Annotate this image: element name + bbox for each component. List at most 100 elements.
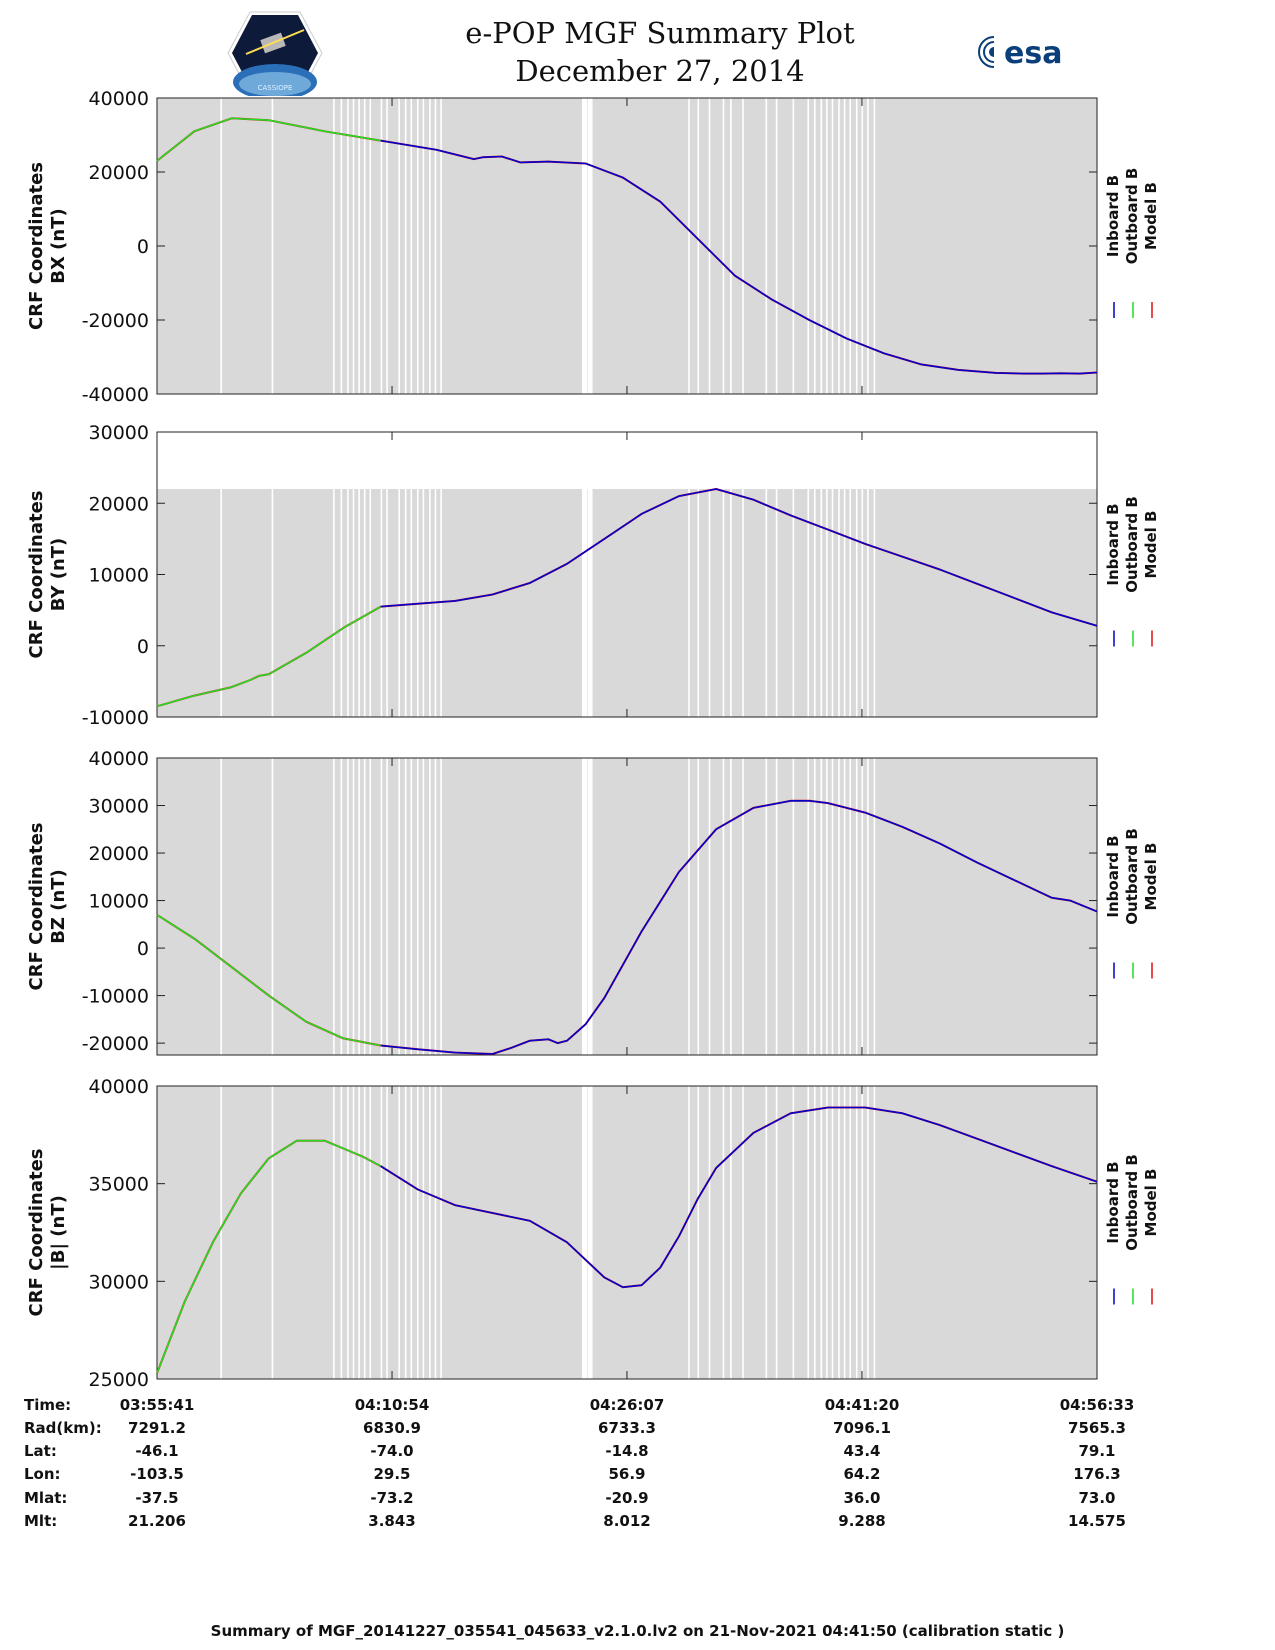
data-gap: [730, 98, 732, 394]
info-value: -103.5: [130, 1465, 184, 1483]
data-gap: [807, 489, 810, 717]
data-gap: [404, 1086, 407, 1379]
svg-text:esa: esa: [1004, 36, 1062, 71]
info-value: 79.1: [1078, 1442, 1116, 1460]
y-tick-label: 0: [137, 938, 149, 960]
legend-entry: Outboard B: [1123, 828, 1141, 925]
data-gap: [333, 98, 335, 394]
data-gap: [587, 489, 593, 717]
data-gap: [380, 758, 383, 1055]
data-gap: [843, 1086, 846, 1379]
data-gap: [429, 1086, 431, 1379]
data-gap: [404, 98, 407, 394]
data-gap: [416, 1086, 419, 1379]
data-gap: [416, 758, 419, 1055]
y-tick-label: 0: [137, 636, 149, 658]
cassiope-logo: CASSIOPE: [227, 11, 323, 96]
info-value: 7291.2: [128, 1419, 186, 1437]
data-gap: [742, 489, 744, 717]
data-gap: [813, 489, 816, 717]
legend-entry: Outboard B: [1123, 496, 1141, 593]
data-gap: [838, 98, 840, 394]
data-gap: [775, 489, 778, 717]
data-gap: [861, 758, 864, 1055]
data-gap: [410, 489, 413, 717]
data-gap: [352, 1086, 355, 1379]
data-gap: [807, 98, 810, 394]
data-gap: [730, 758, 732, 1055]
data-gap: [581, 98, 587, 394]
data-gap: [708, 489, 711, 717]
data-gap: [220, 758, 222, 1055]
data-gap: [775, 758, 778, 1055]
data-gap: [581, 489, 587, 717]
data-gap: [722, 1086, 725, 1379]
data-gap: [855, 98, 858, 394]
data-gap: [849, 489, 851, 717]
data-gap: [380, 489, 383, 717]
data-gap: [369, 98, 372, 394]
y-axis-label: CRF Coordinates: [26, 491, 47, 659]
chart-panel-bx: 40000 20000 0 -20000 -40000 CRF Coordinates BX…: [26, 88, 1160, 406]
coverage-background: [157, 98, 1097, 394]
data-gap: [347, 489, 349, 717]
data-gap: [581, 758, 587, 1055]
data-gap: [843, 489, 846, 717]
y-tick-label: 30000: [89, 1271, 149, 1293]
y-tick-label: 30000: [89, 422, 149, 444]
data-gap: [867, 758, 869, 1055]
series-line-inboard: [380, 1106, 1098, 1288]
info-value: 3.843: [368, 1512, 416, 1530]
chart-panel-bz: 40000 30000 20000 10000 0 -10000 -20000 CRF Coo…: [26, 748, 1160, 1056]
chart-panel-by: 30000 20000 10000 0 -10000 CRF Coordinates BY …: [26, 422, 1160, 729]
data-gap: [742, 758, 744, 1055]
data-gap: [587, 758, 593, 1055]
data-gap: [820, 98, 823, 394]
data-gap: [873, 98, 876, 394]
y-tick-label: 40000: [89, 748, 149, 770]
data-gap: [820, 758, 823, 1055]
info-value: 29.5: [373, 1465, 411, 1483]
y-tick-label: 20000: [89, 493, 149, 515]
data-gap: [813, 758, 816, 1055]
data-gap: [730, 489, 732, 717]
info-row-label: Rad(km):: [24, 1419, 102, 1437]
y-tick-label: 20000: [89, 162, 149, 184]
data-gap: [347, 1086, 349, 1379]
data-gap: [838, 1086, 840, 1379]
info-value: 73.0: [1078, 1489, 1116, 1507]
series-line-inboard: [380, 799, 1098, 1055]
y-tick-label: 40000: [89, 1076, 149, 1098]
data-gap: [688, 489, 690, 717]
data-gap: [429, 98, 431, 394]
data-gap: [363, 1086, 366, 1379]
y-axis-label: CRF Coordinates: [26, 162, 47, 330]
data-gap: [722, 758, 725, 1055]
data-gap: [820, 1086, 823, 1379]
data-gap: [358, 489, 360, 717]
info-value: 7565.3: [1068, 1419, 1126, 1437]
data-gap: [434, 98, 437, 394]
data-gap: [849, 1086, 851, 1379]
legend-entry: Inboard B: [1104, 503, 1122, 585]
data-gap: [340, 98, 343, 394]
data-gap: [352, 489, 355, 717]
data-gap: [369, 1086, 372, 1379]
data-gap: [358, 98, 360, 394]
data-gap: [867, 489, 869, 717]
info-value: -14.8: [605, 1442, 649, 1460]
y-tick-label: 35000: [89, 1174, 149, 1196]
series-line-inboard: [380, 139, 1098, 375]
data-gap: [775, 1086, 778, 1379]
info-value: 21.206: [128, 1512, 186, 1530]
data-gap: [440, 1086, 442, 1379]
data-gap: [340, 758, 343, 1055]
data-gap: [386, 758, 388, 1055]
legend-entry: Inboard B: [1104, 1161, 1122, 1243]
data-gap: [352, 98, 355, 394]
y-tick-label: 40000: [89, 88, 149, 110]
data-gap: [688, 98, 690, 394]
y-tick-label: 10000: [89, 565, 149, 587]
y-tick-label: -20000: [82, 310, 149, 332]
